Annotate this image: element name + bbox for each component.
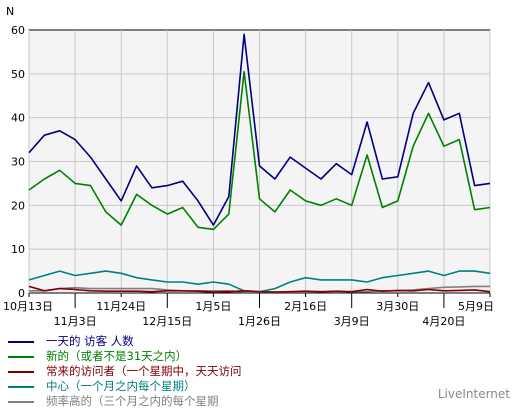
y-tick-label: 0	[18, 287, 25, 300]
watermark: LiveInternet	[437, 387, 510, 401]
series-line-0	[28, 33, 491, 226]
x-tick-label: 10月13日	[3, 300, 53, 313]
x-tick-label: 4月20日	[422, 315, 465, 328]
x-tick-label: 11月3日	[54, 315, 97, 328]
series-line-2	[28, 285, 491, 293]
x-tick-label: 1月26日	[238, 315, 281, 328]
x-tick-label: 3月30日	[376, 300, 419, 313]
y-axis-label: N	[6, 5, 14, 18]
x-tick-label: 5月9日	[458, 300, 494, 313]
legend-swatch	[8, 371, 34, 373]
series-line-1	[28, 70, 491, 231]
y-tick-label: 40	[11, 112, 25, 125]
x-tick-label: 12月15日	[142, 315, 192, 328]
x-tick-label: 11月24日	[96, 300, 146, 313]
x-tick-label: 2月16日	[284, 300, 327, 313]
x-tick-label: 3月9日	[334, 315, 370, 328]
legend-label-new: 新的（或者不是31天之内）	[46, 349, 188, 363]
y-tick-label: 20	[11, 199, 25, 212]
legend-label-core: 中心（一个月之内每个星期）	[46, 379, 196, 393]
y-tick-label: 30	[11, 156, 25, 169]
y-axis-ticks: 0 10 20 30 40 50 60	[11, 24, 25, 300]
legend-swatch	[8, 341, 34, 343]
y-tick-label: 60	[11, 24, 25, 37]
legend-label-regular: 常来的访问者（一个星期中，天天访问	[46, 364, 242, 378]
x-tick-label: 1月5日	[195, 300, 231, 313]
legend-swatch	[8, 386, 34, 388]
legend-swatch	[8, 356, 34, 358]
legend-label-visitors: 一天的 访客 人数	[46, 334, 134, 348]
y-tick-label: 10	[11, 243, 25, 256]
grid	[28, 30, 491, 293]
y-tick-label: 50	[11, 68, 25, 81]
series-lines	[28, 33, 491, 293]
legend-swatch	[8, 401, 34, 403]
legend-label-frequent: 频率高的（三个月之内的每个星期	[46, 394, 219, 408]
